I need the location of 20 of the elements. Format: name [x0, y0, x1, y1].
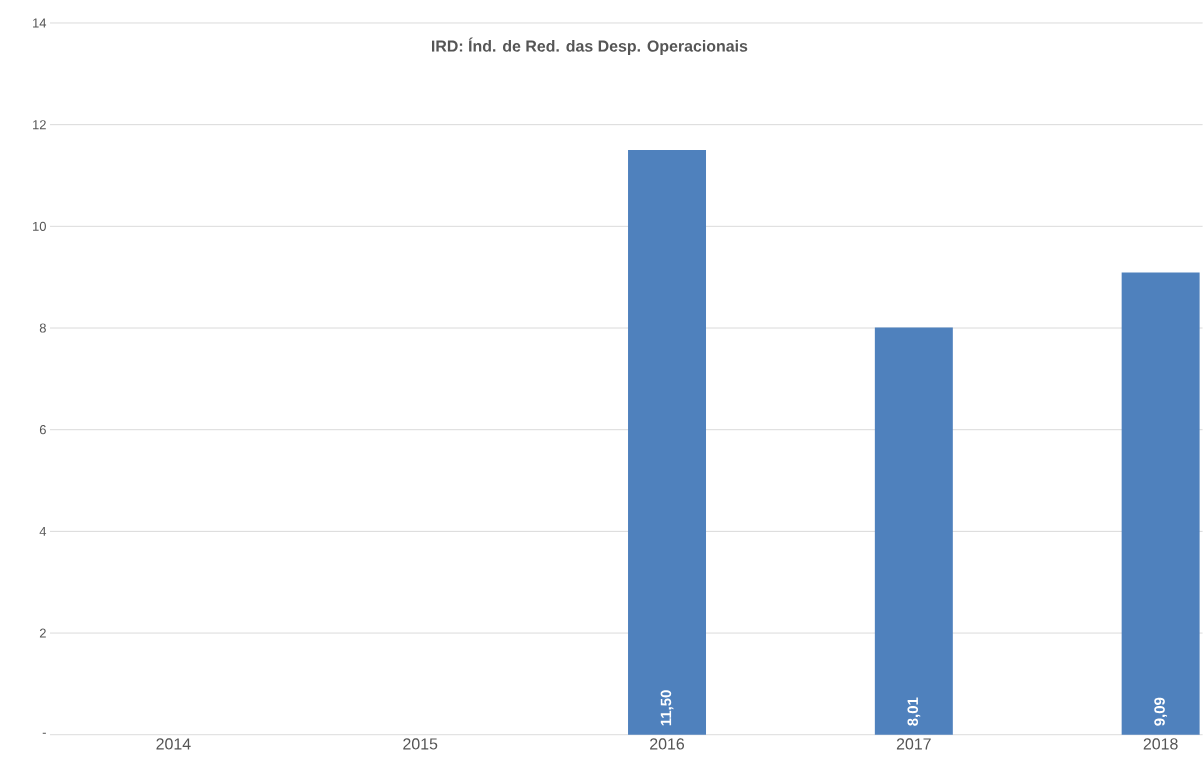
- y-tick-label: 4: [39, 527, 47, 536]
- x-tick-label: 2017: [896, 738, 931, 750]
- x-tick-label: 2014: [156, 738, 191, 750]
- y-tick-label: 8: [39, 323, 46, 333]
- y-tick-label: -: [42, 732, 46, 734]
- x-tick-label: 2015: [403, 738, 438, 750]
- y-tick-label: 14: [33, 18, 47, 28]
- data-label: 11,50: [660, 690, 674, 726]
- y-tick-label: 10: [33, 221, 46, 232]
- x-tick-label: 2018: [1143, 738, 1178, 750]
- x-tick-label: 2016: [650, 738, 685, 750]
- data-label: 8,01: [907, 697, 921, 726]
- bar: [628, 150, 707, 735]
- bar: [874, 327, 953, 735]
- y-tick-label: 2: [39, 628, 46, 638]
- data-label: 9,09: [1154, 697, 1168, 726]
- text: IRD: Índ. de Red. das Desp. Operacionais: [431, 37, 748, 56]
- y-tick-label: 6: [39, 425, 46, 435]
- bar: [1121, 272, 1200, 735]
- y-tick-label: 12: [33, 120, 46, 130]
